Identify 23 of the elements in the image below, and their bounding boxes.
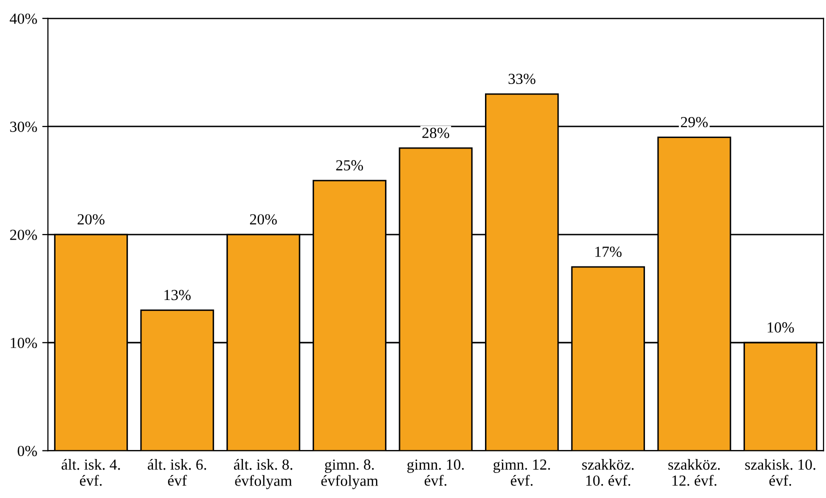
- data-label: 33%: [508, 74, 536, 84]
- x-tick-label: ált. isk. 8. évfolyam: [234, 459, 292, 490]
- x-tick-label: gimn. 10. évf.: [407, 459, 464, 486]
- y-tick-label: 30%: [10, 122, 37, 132]
- x-tick-label: gimn. 12. évf.: [493, 459, 550, 486]
- data-label: 13%: [164, 290, 191, 300]
- x-tick-label: gimn. 8. évfolyam: [321, 459, 378, 490]
- x-tick-label: ált. isk. 6. évf: [148, 459, 206, 486]
- data-label: 28%: [422, 128, 450, 138]
- data-label: 20%: [250, 214, 277, 225]
- y-tick-label: 10%: [10, 338, 37, 348]
- x-tick-label: ált. isk. 4. évf.: [62, 459, 120, 486]
- data-label: 20%: [78, 214, 104, 225]
- y-tick-label: 0%: [18, 446, 37, 456]
- data-label: 10%: [768, 322, 794, 333]
- data-label: 17%: [595, 246, 622, 257]
- x-tick-label: szakisk. 10. évf.: [745, 459, 816, 486]
- data-label: 29%: [680, 116, 708, 128]
- x-tick-label: szakköz. 10. évf.: [582, 459, 634, 486]
- y-tick-label: 40%: [10, 14, 37, 24]
- data-label: 25%: [336, 160, 364, 171]
- x-tick-label: szakköz. 12. évf.: [668, 459, 720, 486]
- y-tick-label: 20%: [10, 230, 37, 240]
